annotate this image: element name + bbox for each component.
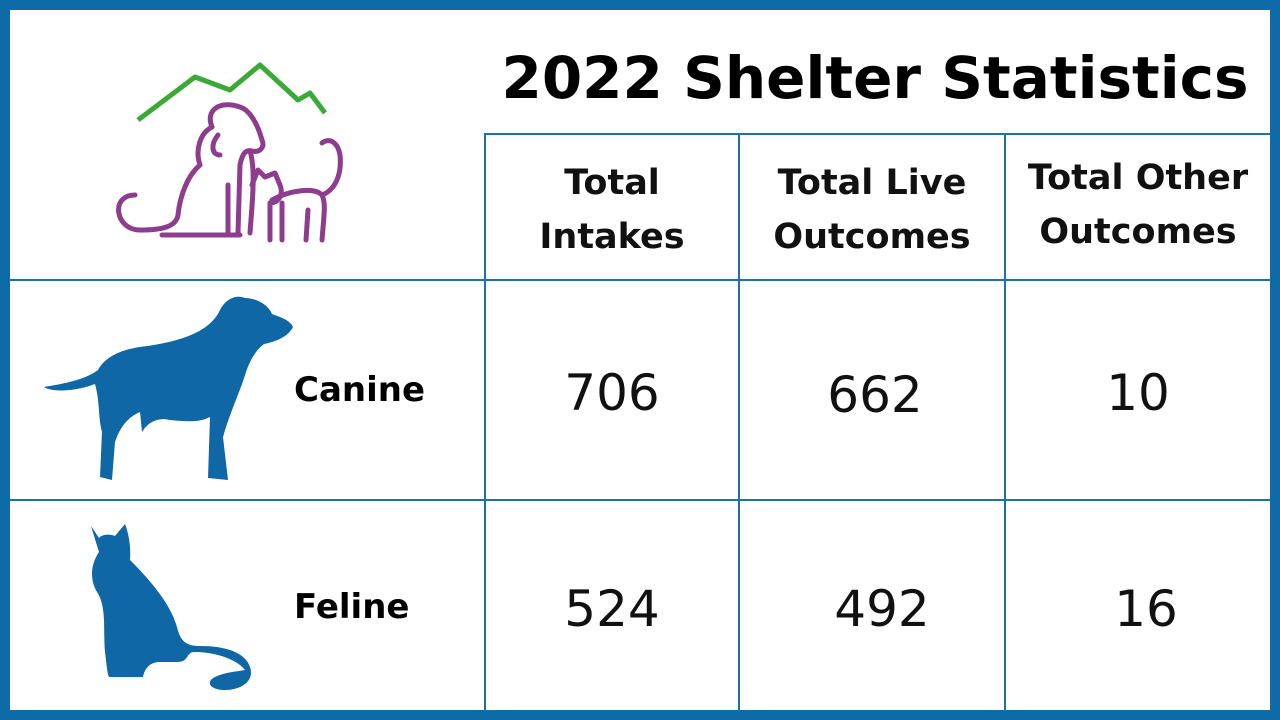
dog-silhouette-icon xyxy=(44,296,293,480)
row-label-feline: Feline xyxy=(294,587,410,627)
value-canine-total-live-outcomes: 662 xyxy=(827,366,923,424)
row-label-canine: Canine xyxy=(294,370,426,410)
column-header-line-2: Outcomes xyxy=(773,217,971,257)
column-header-total-intakes: Total Intakes xyxy=(486,156,738,264)
grid-line-col-1 xyxy=(484,133,486,710)
column-header-total-other-outcomes: Total Other Outcomes xyxy=(1006,151,1270,259)
value-canine-total-other-outcomes: 10 xyxy=(1106,364,1170,422)
chart-title: 2022 Shelter Statistics xyxy=(501,44,1249,112)
grid-line-header-bottom xyxy=(10,279,1270,281)
column-header-line-2: Intakes xyxy=(539,217,685,257)
grid-line-col-3 xyxy=(1004,133,1006,710)
value-canine-total-intakes: 706 xyxy=(564,364,660,422)
column-header-line-1: Total Live xyxy=(777,163,967,203)
column-header-line-1: Total Other xyxy=(1027,158,1249,198)
column-header-line-1: Total xyxy=(564,163,660,203)
grid-line-row-divider xyxy=(10,499,1270,501)
grid-line-top xyxy=(484,133,1270,135)
column-header-line-2: Outcomes xyxy=(1039,212,1237,252)
value-feline-total-intakes: 524 xyxy=(564,580,660,638)
value-feline-total-live-outcomes: 492 xyxy=(834,580,930,638)
dog-cat-mountain-logo-icon xyxy=(116,62,343,243)
cat-silhouette-icon xyxy=(91,524,251,690)
column-header-total-live-outcomes: Total Live Outcomes xyxy=(740,156,1004,264)
value-feline-total-other-outcomes: 16 xyxy=(1114,580,1178,638)
grid-line-col-2 xyxy=(738,133,740,710)
